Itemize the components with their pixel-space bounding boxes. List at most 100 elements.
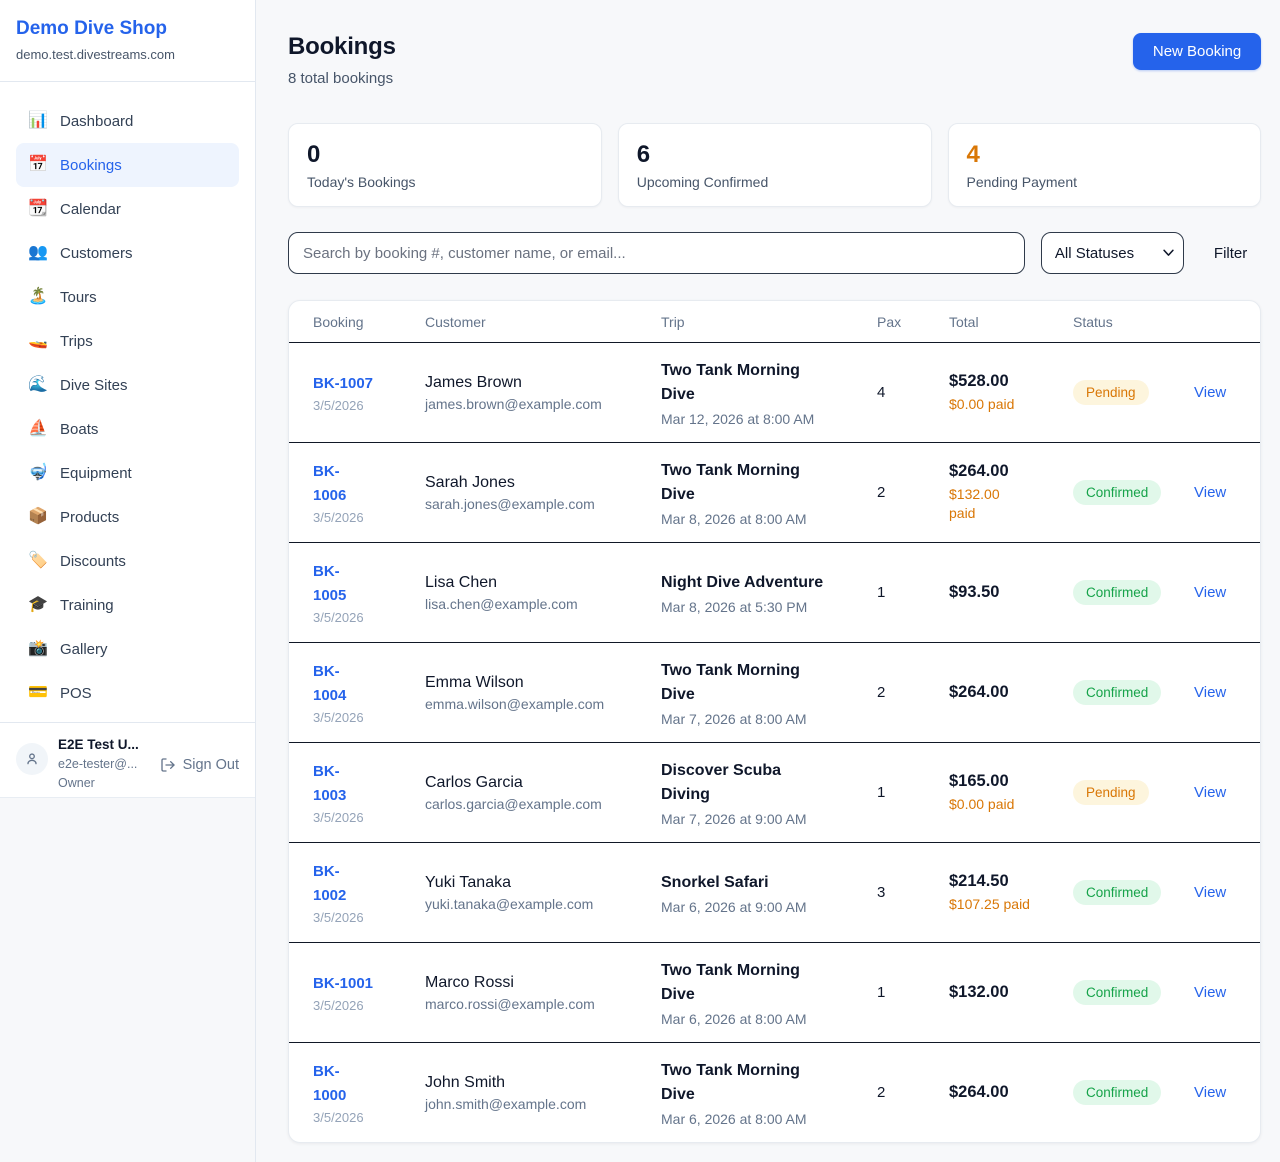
sidebar-item-calendar[interactable]: 📆 Calendar	[16, 187, 239, 231]
status-select-wrap: All Statuses	[1040, 232, 1184, 274]
person-icon	[27, 753, 37, 765]
status-cell: Confirmed	[1073, 580, 1194, 605]
booking-cell: BK- 1003 3/5/2026	[313, 760, 425, 825]
stat-value: 0	[307, 141, 321, 168]
customer-email: yuki.tanaka@example.com	[425, 895, 594, 912]
trip-datetime: Mar 7, 2026 at 8:00 AM	[661, 710, 807, 727]
sidebar-item-label: Training	[60, 596, 114, 614]
status-badge: Confirmed	[1073, 480, 1162, 505]
booking-row: BK- 1002 3/5/2026 Yuki Tanaka yuki.tanak…	[289, 842, 1261, 942]
column-header-total: Total	[949, 313, 979, 330]
view-link[interactable]: View	[1194, 383, 1227, 401]
paid-amount: $0.00 paid	[949, 395, 1015, 412]
customer-email: john.smith@example.com	[425, 1095, 587, 1112]
total-cell: $264.00 $132.00 paid	[949, 462, 1073, 523]
total-amount: $93.50	[949, 583, 1000, 601]
sidebar-item-products[interactable]: 📦 Products	[16, 495, 239, 539]
booking-number-link[interactable]: BK-1007	[313, 375, 374, 392]
stat-value: 6	[636, 141, 651, 168]
view-cell: View	[1194, 784, 1236, 802]
stat-card: 6 Upcoming Confirmed	[617, 123, 932, 207]
status-cell: Pending	[1073, 780, 1194, 805]
sidebar-item-trips[interactable]: 🚤 Trips	[16, 319, 239, 363]
column-header-customer: Customer	[425, 313, 486, 330]
booking-cell: BK- 1005 3/5/2026	[313, 560, 425, 625]
sidebar-item-label: Gallery	[60, 640, 108, 658]
sidebar-item-discounts[interactable]: 🏷️ Discounts	[16, 539, 239, 583]
status-cell: Confirmed	[1073, 680, 1194, 705]
sidebar-item-customers[interactable]: 👥 Customers	[16, 231, 239, 275]
status-select[interactable]: All Statuses	[1040, 232, 1184, 274]
view-cell: View	[1194, 384, 1236, 402]
user-email: e2e-tester@...	[58, 756, 138, 771]
view-cell: View	[1194, 684, 1236, 702]
booking-number-link[interactable]: BK- 1000	[313, 1063, 347, 1104]
view-link[interactable]: View	[1194, 583, 1227, 601]
trip-datetime: Mar 8, 2026 at 5:30 PM	[661, 598, 808, 615]
filter-button[interactable]: Filter	[1200, 245, 1261, 262]
sidebar-item-dive-sites[interactable]: 🌊 Dive Sites	[16, 363, 239, 407]
sidebar-item-dashboard[interactable]: 📊 Dashboard	[16, 99, 239, 143]
total-cell: $132.00	[949, 983, 1073, 1002]
booking-date: 3/5/2026	[313, 910, 364, 925]
sidebar-item-equipment[interactable]: 🤿 Equipment	[16, 451, 239, 495]
total-cell: $264.00	[949, 1083, 1073, 1102]
filter-row: All Statuses Filter	[288, 232, 1261, 274]
customer-email: sarah.jones@example.com	[425, 495, 595, 512]
column-header-trip: Trip	[661, 313, 685, 330]
people-icon: 👥	[28, 244, 48, 261]
booking-number-link[interactable]: BK- 1004	[313, 663, 347, 704]
view-link[interactable]: View	[1194, 783, 1227, 801]
status-badge: Confirmed	[1073, 680, 1162, 705]
tag-icon: 🏷️	[28, 552, 48, 569]
stat-value: 4	[966, 141, 980, 168]
booking-number-link[interactable]: BK- 1005	[313, 563, 347, 604]
booking-row: BK- 1006 3/5/2026 Sarah Jones sarah.jone…	[289, 442, 1261, 542]
booking-number-link[interactable]: BK- 1003	[313, 763, 347, 804]
booking-date: 3/5/2026	[313, 510, 364, 525]
view-link[interactable]: View	[1194, 683, 1227, 701]
pax-cell: 1	[877, 784, 886, 801]
sidebar-item-bookings[interactable]: 📅 Bookings	[16, 143, 239, 187]
search-input[interactable]	[288, 232, 1025, 274]
view-cell: View	[1194, 984, 1236, 1002]
status-badge: Confirmed	[1073, 580, 1162, 605]
booking-number-link[interactable]: BK- 1006	[313, 463, 347, 504]
trip-cell: Two Tank Morning Dive Mar 6, 2026 at 8:0…	[661, 959, 877, 1027]
view-link[interactable]: View	[1194, 483, 1227, 501]
status-cell: Confirmed	[1073, 480, 1194, 505]
customer-name: Lisa Chen	[425, 573, 498, 591]
view-link[interactable]: View	[1194, 883, 1227, 901]
view-link[interactable]: View	[1194, 983, 1227, 1001]
new-booking-button[interactable]: New Booking	[1132, 33, 1262, 70]
sidebar-item-gallery[interactable]: 📸 Gallery	[16, 627, 239, 671]
trip-datetime: Mar 6, 2026 at 8:00 AM	[661, 1010, 807, 1027]
total-cell: $165.00 $0.00 paid	[949, 772, 1073, 814]
sidebar: Demo Dive Shop demo.test.divestreams.com…	[0, 0, 255, 798]
booking-cell: BK-1007 3/5/2026	[313, 372, 425, 413]
sidebar-item-label: Discounts	[60, 552, 126, 570]
trip-cell: Two Tank Morning Dive Mar 12, 2026 at 8:…	[661, 359, 877, 427]
sidebar-item-label: Customers	[60, 244, 133, 262]
package-icon: 📦	[28, 508, 48, 525]
booking-date: 3/5/2026	[313, 710, 364, 725]
booking-number-link[interactable]: BK- 1002	[313, 863, 347, 904]
pax-cell: 3	[877, 884, 886, 901]
view-link[interactable]: View	[1194, 1083, 1227, 1101]
view-cell: View	[1194, 1084, 1236, 1102]
sidebar-item-label: Tours	[60, 288, 97, 306]
tear-off-calendar-icon: 📆	[28, 200, 48, 217]
sidebar-item-tours[interactable]: 🏝️ Tours	[16, 275, 239, 319]
booking-number-link[interactable]: BK-1001	[313, 975, 374, 992]
sign-out-button[interactable]: Sign Out	[160, 757, 239, 773]
sidebar-item-pos[interactable]: 💳 POS	[16, 671, 239, 715]
booking-date: 3/5/2026	[313, 1110, 364, 1125]
sidebar-item-training[interactable]: 🎓 Training	[16, 583, 239, 627]
sidebar-nav: 📊 Dashboard 📅 Bookings 📆 Calendar	[0, 82, 255, 722]
customer-name: John Smith	[425, 1073, 506, 1091]
total-cell: $214.50 $107.25 paid	[949, 872, 1073, 914]
main-content: Bookings 8 total bookings New Booking 0 …	[256, 0, 1280, 1162]
view-cell: View	[1194, 484, 1236, 502]
sidebar-item-boats[interactable]: ⛵ Boats	[16, 407, 239, 451]
pax-cell: 1	[877, 984, 886, 1001]
